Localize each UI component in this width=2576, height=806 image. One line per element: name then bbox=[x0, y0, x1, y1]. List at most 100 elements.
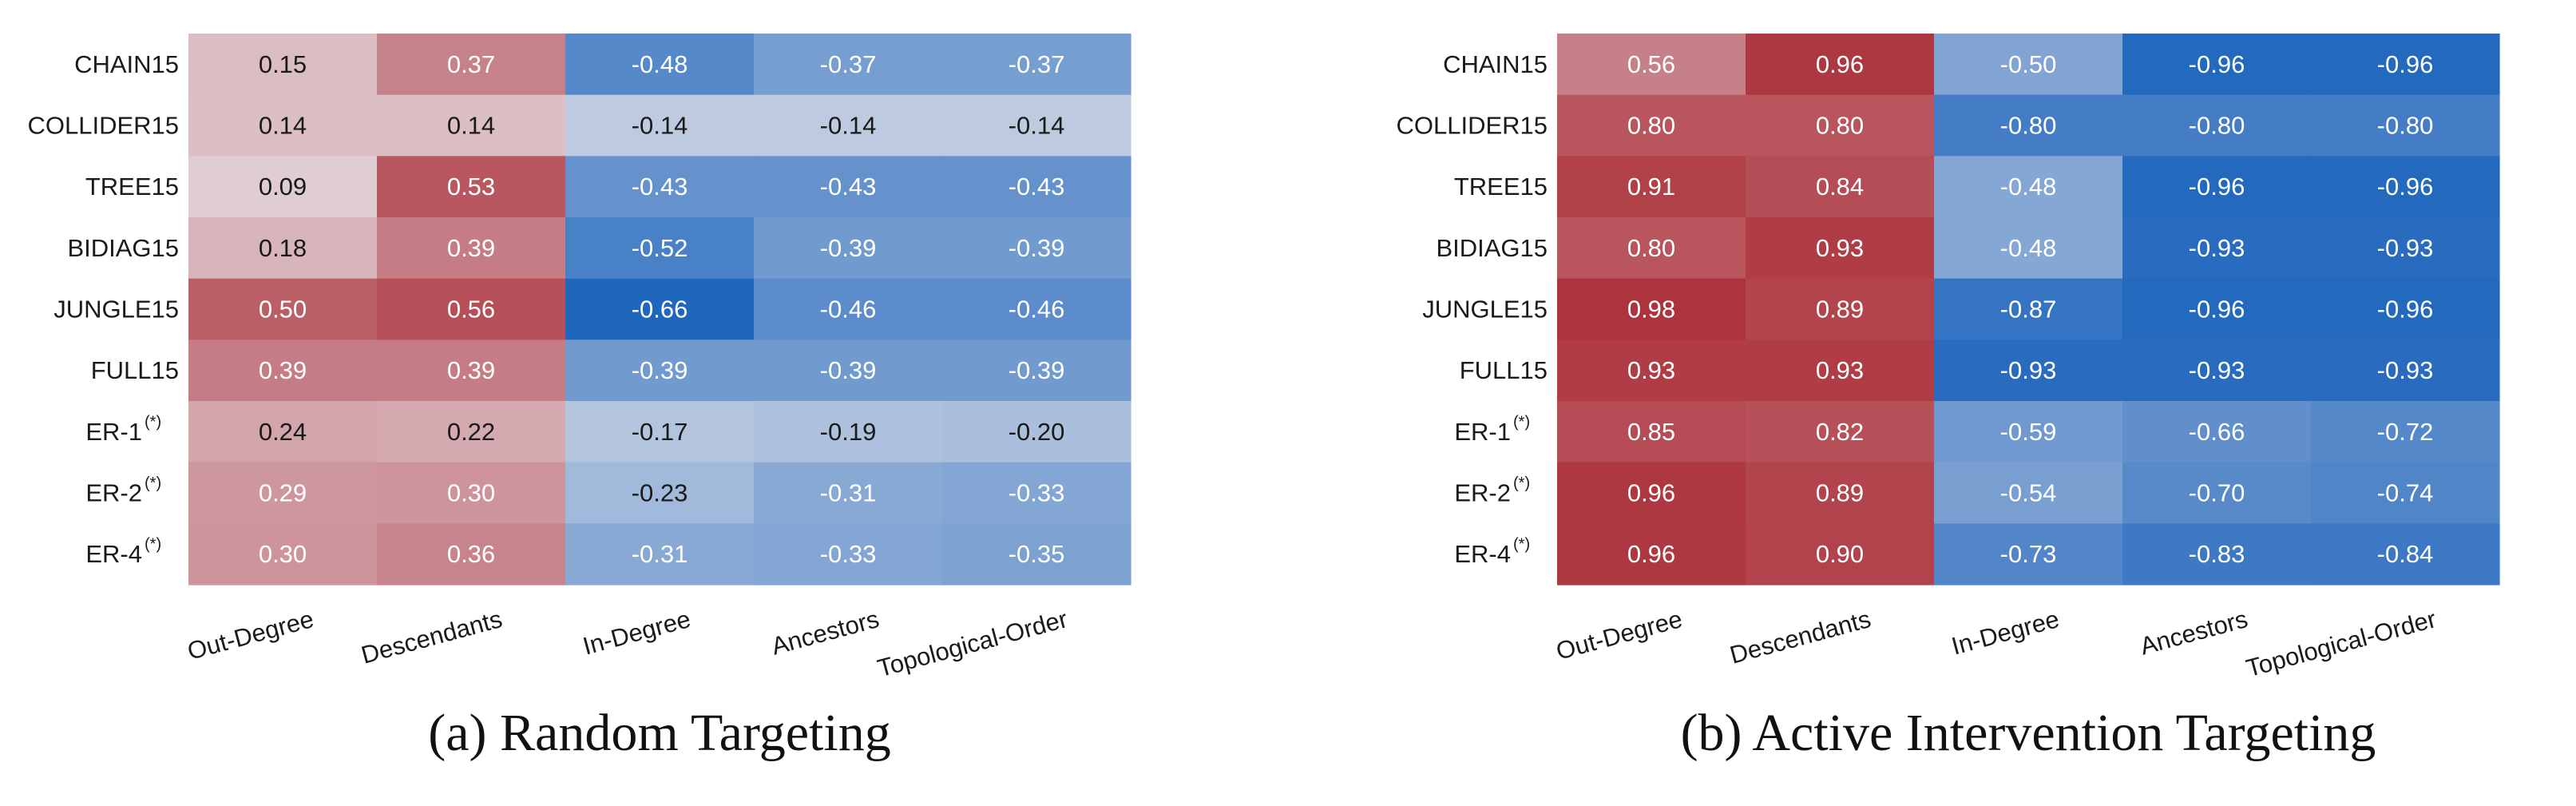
panel-b-cell bbox=[1934, 401, 2123, 463]
panel-a-cell-value: -0.17 bbox=[632, 418, 688, 446]
panel-b-cell-value: -0.93 bbox=[2000, 356, 2057, 384]
panel-b-cell bbox=[1557, 217, 1746, 280]
panel-a-cell bbox=[754, 401, 943, 463]
panel-b-cell-value: -0.87 bbox=[2000, 296, 2057, 324]
panel-b-cell bbox=[1934, 94, 2123, 157]
panel-a-cell bbox=[754, 94, 943, 157]
panel-a-cell-value: -0.46 bbox=[820, 296, 877, 324]
panel-b-cell bbox=[1934, 156, 2123, 218]
panel-b-row-label: CHAIN15 bbox=[1443, 50, 1548, 78]
panel-a-cell bbox=[565, 523, 755, 586]
panel-b-cell bbox=[1746, 217, 1935, 280]
panel-b-cell-value: -0.93 bbox=[2189, 234, 2245, 262]
caption-random-targeting: (a) Random Targeting bbox=[428, 704, 891, 762]
panel-a-cell-value: 0.39 bbox=[259, 356, 307, 384]
panel-b-cell bbox=[1557, 339, 1746, 402]
panel-b-cell bbox=[2311, 217, 2500, 280]
panel-a-cell-value: 0.09 bbox=[259, 173, 307, 201]
panel-b-column-label: Ancestors bbox=[2137, 605, 2250, 660]
panel-b-cell-value: 0.89 bbox=[1816, 296, 1864, 324]
panel-a-cell-value: -0.31 bbox=[632, 540, 688, 568]
panel-a-column-label: Ancestors bbox=[768, 605, 882, 660]
panel-b-cell bbox=[1934, 217, 2123, 280]
panel-a-cell-value: 0.15 bbox=[259, 50, 307, 78]
panel-b-cell bbox=[2122, 217, 2312, 280]
panel-b-cell bbox=[2122, 523, 2312, 586]
panel-b-cell bbox=[1934, 462, 2123, 524]
panel-a-cell-value: -0.20 bbox=[1009, 418, 1065, 446]
panel-b-cell-value: -0.84 bbox=[2377, 540, 2434, 568]
panel-b-column-label: In-Degree bbox=[1948, 605, 2062, 660]
panel-a-cell-value: -0.43 bbox=[1009, 173, 1065, 201]
panel-b-cell-value: 0.80 bbox=[1627, 234, 1675, 262]
panel-a-cell-value: -0.39 bbox=[1009, 234, 1065, 262]
panel-b-cell bbox=[1557, 156, 1746, 218]
panel-a-cell-value: 0.18 bbox=[259, 234, 307, 262]
panel-a-cell-value: -0.14 bbox=[632, 112, 688, 140]
panel-a-cell-value: -0.33 bbox=[820, 540, 877, 568]
panel-b-cell-value: 0.93 bbox=[1816, 356, 1864, 384]
panel-a-cell bbox=[942, 339, 1131, 402]
panel-b-row-label: FULL15 bbox=[1460, 356, 1548, 384]
panel-a-cell bbox=[565, 94, 755, 157]
panel-b-cell-value: -0.54 bbox=[2000, 479, 2057, 507]
panel-a-cell bbox=[565, 401, 755, 463]
panel-b-cell-value: -0.80 bbox=[2377, 112, 2434, 140]
panel-b-cell bbox=[1557, 34, 1746, 96]
panel-a-cell bbox=[565, 34, 755, 96]
panel-b-row-label: TREE15 bbox=[1454, 173, 1548, 201]
panel-a-cell-value: 0.39 bbox=[447, 356, 495, 384]
panel-a-cell bbox=[942, 462, 1131, 524]
panel-b-cell bbox=[1746, 94, 1935, 157]
panel-b-cell bbox=[2122, 34, 2312, 96]
panel-b-cell-value: 0.84 bbox=[1816, 173, 1864, 201]
panel-a-cell-value: 0.37 bbox=[447, 50, 495, 78]
panel-b-cell-value: -0.93 bbox=[2377, 356, 2434, 384]
panel-a-cell bbox=[565, 217, 755, 280]
panel-b-cell bbox=[2311, 339, 2500, 402]
panel-a-cell bbox=[377, 34, 566, 96]
panel-b-row-label: ER-4 bbox=[1454, 540, 1511, 568]
panel-b-cell bbox=[1746, 156, 1935, 218]
panel-b-cell bbox=[1934, 278, 2123, 340]
panel-b-cell bbox=[1746, 339, 1935, 402]
panel-b-cell-value: 0.93 bbox=[1627, 356, 1675, 384]
panel-b-cell bbox=[2311, 34, 2500, 96]
panel-b-cell-value: 0.80 bbox=[1816, 112, 1864, 140]
panel-b-cell-value: -0.96 bbox=[2189, 50, 2245, 78]
panel-a-cell-value: -0.48 bbox=[632, 50, 688, 78]
panel-b-cell-value: 0.93 bbox=[1816, 234, 1864, 262]
panel-a-cell-value: -0.14 bbox=[820, 112, 877, 140]
panel-b-cell-value: -0.96 bbox=[2189, 173, 2245, 201]
panel-b-cell-value: -0.96 bbox=[2377, 296, 2434, 324]
panel-b-row-label: BIDIAG15 bbox=[1436, 234, 1548, 262]
panel-b-cell bbox=[2122, 462, 2312, 524]
panel-a-row-label: COLLIDER15 bbox=[27, 112, 179, 140]
panel-a-cell-value: -0.37 bbox=[1009, 50, 1065, 78]
panel-a-row-label: TREE15 bbox=[85, 173, 179, 201]
panel-a-cell bbox=[942, 523, 1131, 586]
panel-a-cell-value: -0.31 bbox=[820, 479, 877, 507]
panel-b-cell-value: 0.98 bbox=[1627, 296, 1675, 324]
panel-a-cell bbox=[942, 34, 1131, 96]
panel-b-cell-value: -0.96 bbox=[2377, 173, 2434, 201]
panel-b-cell bbox=[2311, 462, 2500, 524]
panel-b-row-label: ER-2 bbox=[1454, 479, 1511, 507]
panel-b-row-label: ER-1 bbox=[1454, 418, 1511, 446]
panel-a-cell bbox=[942, 217, 1131, 280]
panel-a-cell bbox=[377, 217, 566, 280]
panel-a-row-label: ER-4 bbox=[85, 540, 142, 568]
panel-b-cell bbox=[1934, 339, 2123, 402]
panel-a-cell bbox=[188, 401, 378, 463]
panel-a-row-label-superscript: (*) bbox=[145, 474, 161, 492]
panel-a-column-label: Out-Degree bbox=[184, 605, 317, 665]
panel-a-cell-value: 0.14 bbox=[259, 112, 307, 140]
panel-b-row-label-superscript: (*) bbox=[1513, 474, 1530, 492]
panel-a-cell-value: -0.43 bbox=[820, 173, 877, 201]
panel-a-cell-value: -0.19 bbox=[820, 418, 877, 446]
panel-a-cell bbox=[188, 94, 378, 157]
panel-a-cell bbox=[377, 462, 566, 524]
panel-b-cell-value: -0.72 bbox=[2377, 418, 2434, 446]
panel-b-cell-value: 0.85 bbox=[1627, 418, 1675, 446]
panel-b-cell bbox=[1557, 401, 1746, 463]
